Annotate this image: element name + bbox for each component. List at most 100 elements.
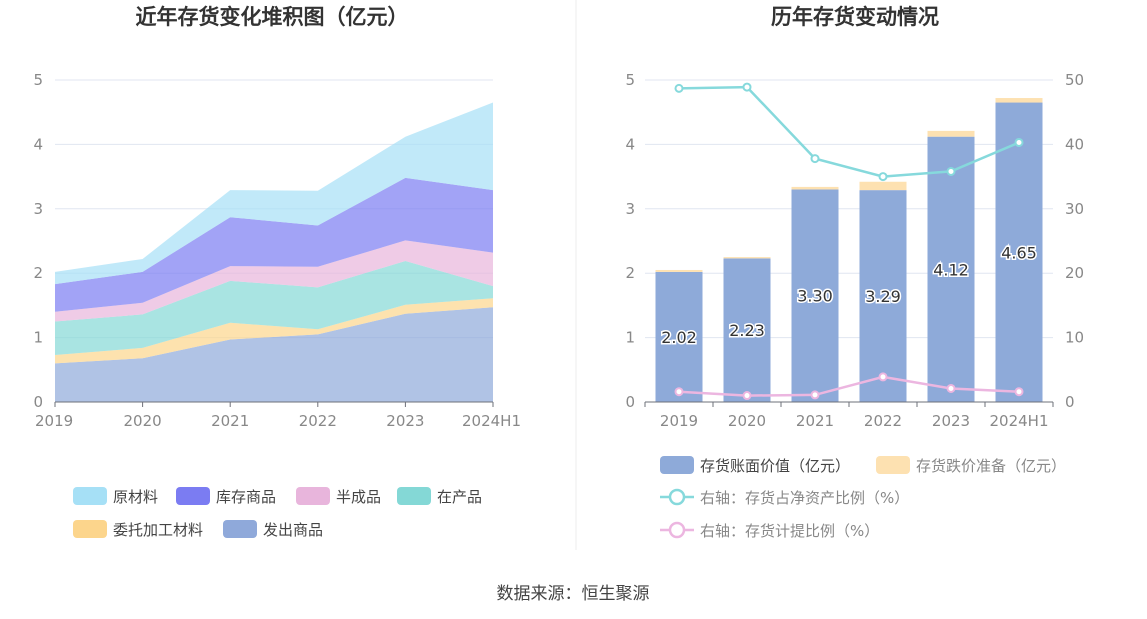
legend-label-在产品: 在产品 (437, 488, 482, 506)
area-series-半成品 (55, 240, 493, 322)
chart1-x-tick: 2023 (386, 412, 424, 430)
legend-swatch-存货跌价准备（亿元） (876, 456, 910, 474)
bar-book-value (995, 102, 1043, 402)
chart1-y-tick: 0 (33, 393, 43, 411)
chart2-x-tick: 2024H1 (990, 412, 1049, 430)
chart1-y-tick: 1 (33, 329, 43, 347)
chart2-gridlines (645, 79, 1053, 339)
chart1-axes: 0 1 2 3 4 5 2019 2020 2021 2022 2023 2024H1 (33, 71, 521, 430)
legend-swatch-在产品 (397, 487, 431, 505)
chart2-y-left-tick: 4 (625, 135, 635, 153)
bar-book-value (927, 136, 975, 402)
chart2-y-left-tick: 1 (625, 329, 635, 347)
chart1-y-tick: 4 (33, 135, 43, 153)
area-series-库存商品 (55, 177, 493, 312)
line-point (878, 172, 888, 182)
bar-value-label: 4.65 (1001, 243, 1037, 262)
bar-value-label: 3.30 (797, 287, 833, 306)
chart1-x-tick: 2021 (211, 412, 249, 430)
line-point (878, 372, 888, 382)
bar-book-value (655, 271, 703, 402)
legend-label-委托加工材料: 委托加工材料 (113, 521, 203, 539)
legend-label-发出商品: 发出商品 (263, 521, 323, 539)
chart2-x-tick: 2019 (660, 412, 698, 430)
bar-provision (995, 98, 1043, 103)
chart2-y-right-tick: 30 (1065, 200, 1084, 218)
legend-label-右轴：存货占净资产比例（%）: 右轴：存货占净资产比例（%） (700, 489, 909, 507)
chart2-x-tick: 2021 (796, 412, 834, 430)
line-point (946, 166, 956, 176)
area-series-委托加工材料 (55, 298, 493, 364)
line-point (742, 391, 752, 401)
stacked-area-chart: 近年存货变化堆积图（亿元） 0 1 2 3 4 5 2019 2020 2021 2022 2023… (33, 5, 521, 539)
legend-swatch-委托加工材料 (73, 520, 107, 538)
chart1-y-tick: 3 (33, 200, 43, 218)
line-point (742, 82, 752, 92)
bar-provision (655, 269, 703, 272)
chart2-y-left-tick: 3 (625, 200, 635, 218)
line-point (946, 383, 956, 393)
bar-book-value (723, 258, 771, 402)
chart2-y-left-tick: 0 (625, 393, 635, 411)
chart2-legend: 存货账面价值（亿元） 存货跌价准备（亿元） 右轴：存货占净资产比例（%） 右轴：存货计… (660, 456, 1066, 540)
chart1-y-tick: 2 (33, 264, 43, 282)
legend-marker-右轴：存货计提比例（%） (668, 521, 686, 539)
chart2-x-tick: 2022 (864, 412, 902, 430)
line-point (1014, 137, 1024, 147)
legend-label-右轴：存货计提比例（%）: 右轴：存货计提比例（%） (700, 522, 879, 540)
chart2-y-left-tick: 2 (625, 264, 635, 282)
line-point (1014, 387, 1024, 397)
chart2-x-tick: 2020 (728, 412, 766, 430)
legend-swatch-半成品 (296, 487, 330, 505)
chart1-x-tick: 2020 (124, 412, 162, 430)
chart1-title: 近年存货变化堆积图（亿元） (136, 5, 409, 29)
area-series-原材料 (55, 102, 493, 285)
line-series-右轴：存货占净资产比例（%） (678, 85, 1020, 178)
legend-marker-右轴：存货占净资产比例（%） (668, 488, 686, 506)
source-note: 数据来源：恒生聚源 (497, 584, 650, 604)
legend-swatch-原材料 (73, 487, 107, 505)
bar-provision (723, 257, 771, 259)
line-point (674, 387, 684, 397)
area-series-发出商品 (55, 307, 493, 402)
legend-label-原材料: 原材料 (113, 488, 158, 506)
legend-label-存货账面价值（亿元）: 存货账面价值（亿元） (700, 457, 850, 475)
legend-swatch-发出商品 (223, 520, 257, 538)
chart1-x-tick: 2022 (299, 412, 337, 430)
line-point (674, 83, 684, 93)
bar-provision (859, 181, 907, 191)
bar-value-label: 3.29 (865, 287, 901, 306)
chart2-y-right-tick: 50 (1065, 71, 1084, 89)
legend-swatch-存货账面价值（亿元） (660, 456, 694, 474)
chart2-x-tick: 2023 (932, 412, 970, 430)
bar-book-value (859, 190, 907, 402)
bar-value-label: 2.02 (661, 328, 697, 347)
chart2-y-right-tick: 40 (1065, 135, 1084, 153)
bar-line-chart: 历年存货变动情况 2.02 2.23 3.30 3.29 4.12 4.65 0 1 2 3 4 5… (625, 5, 1084, 540)
bar-provision (791, 186, 839, 190)
area-series-在产品 (55, 261, 493, 355)
chart2-y-right-tick: 10 (1065, 329, 1084, 347)
chart2-title: 历年存货变动情况 (771, 5, 939, 29)
chart1-y-tick: 5 (33, 71, 43, 89)
line-series-右轴：存货计提比例（%） (678, 375, 1020, 397)
chart2-bars (655, 98, 1043, 402)
bar-book-value (791, 189, 839, 402)
bar-provision (927, 130, 975, 137)
line-point (810, 154, 820, 164)
chart2-lines (674, 82, 1024, 401)
chart2-y-right-tick: 0 (1065, 393, 1075, 411)
legend-label-库存商品: 库存商品 (216, 488, 276, 506)
legend-swatch-库存商品 (176, 487, 210, 505)
chart1-areas (55, 102, 493, 402)
line-point (810, 390, 820, 400)
legend-label-半成品: 半成品 (336, 488, 381, 506)
chart2-bar-labels: 2.02 2.23 3.30 3.29 4.12 4.65 (660, 242, 1039, 349)
bar-value-label: 2.23 (729, 321, 765, 340)
chart2-y-left-tick: 5 (625, 71, 635, 89)
chart1-x-tick: 2019 (35, 412, 73, 430)
legend-label-存货跌价准备（亿元）: 存货跌价准备（亿元） (916, 457, 1066, 475)
